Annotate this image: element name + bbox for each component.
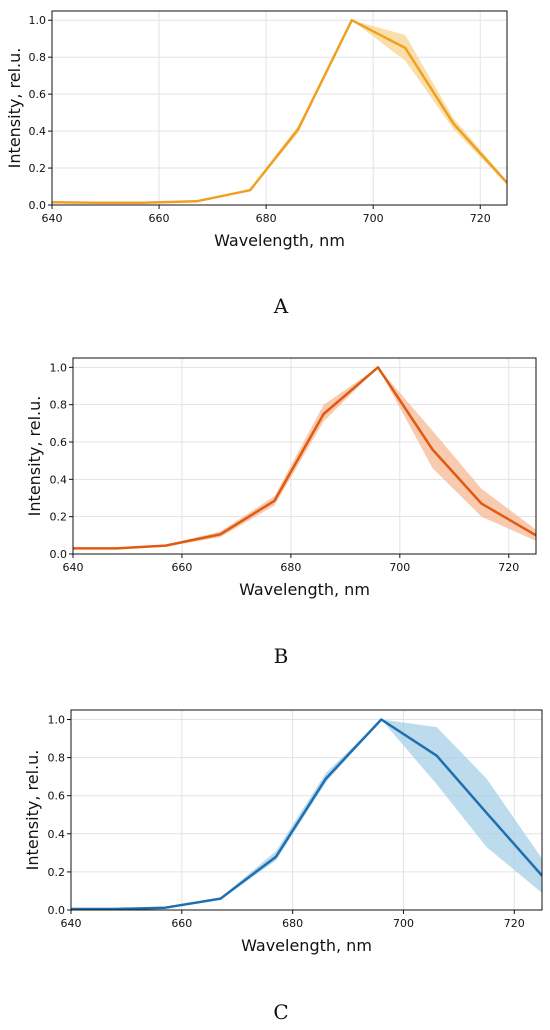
chart-a-y-tick-label-3: 0.6 (29, 88, 47, 101)
chart-b-x-tick-label-0: 640 (63, 561, 84, 574)
chart-b-panel-label: B (274, 644, 289, 668)
chart-c-x-tick-label-0: 640 (61, 917, 82, 930)
chart-b-y-tick-label-4: 0.8 (50, 399, 68, 412)
chart-c-y-axis-title: Intensity, rel.u. (23, 750, 42, 871)
chart-c: 640 660 680 700 720 0.0 0.2 0.4 0.6 0.8 1.0 Wavelen… (23, 709, 543, 1024)
chart-c-y-tick-label-4: 0.8 (48, 752, 66, 765)
chart-a-panel-label: A (273, 294, 289, 318)
chart-a-plot-frame (51, 10, 508, 206)
chart-c-y-tick-label-1: 0.2 (48, 866, 66, 879)
chart-c-x-tick-label-3: 700 (393, 917, 414, 930)
chart-c-panel-label: C (273, 1000, 288, 1024)
chart-a-x-tick-label-4: 720 (470, 212, 491, 225)
chart-a-y-tick-label-5: 1.0 (29, 14, 47, 27)
chart-b-series-0-line (73, 366, 536, 550)
chart-a-y-axis-title: Intensity, rel.u. (5, 48, 24, 169)
chart-b-y-tick-label-0: 0.0 (50, 548, 68, 561)
chart-a-x-tick-label-0: 640 (42, 212, 63, 225)
chart-c-y-tick-label-0: 0.0 (48, 904, 66, 917)
chart-a-y-tick-label-4: 0.8 (29, 51, 47, 64)
chart-b-x-tick-label-4: 720 (498, 561, 519, 574)
chart-b-y-axis-title: Intensity, rel.u. (25, 396, 44, 517)
chart-c-x-axis-title: Wavelength, nm (241, 936, 372, 955)
chart-a-y-tick-label-2: 0.4 (29, 125, 47, 138)
chart-b-x-tick-label-3: 700 (389, 561, 410, 574)
chart-c-y-tick-label-2: 0.4 (48, 828, 66, 841)
chart-a-y-tick-label-0: 0.0 (29, 199, 47, 212)
chart-b-x-tick-label-1: 660 (171, 561, 192, 574)
chart-a-series-0-line (52, 18, 507, 205)
chart-b-plot-frame (72, 357, 537, 555)
chart-a-x-axis-title: Wavelength, nm (214, 231, 345, 250)
chart-b-y-tick-label-1: 0.2 (50, 511, 68, 524)
chart-a-x-tick-label-1: 660 (149, 212, 170, 225)
chart-a-x-tick-label-3: 700 (363, 212, 384, 225)
chart-a-x-tick-label-2: 680 (256, 212, 277, 225)
chart-c-y-tick-label-3: 0.6 (48, 790, 66, 803)
chart-c-x-tick-label-4: 720 (504, 917, 525, 930)
chart-c-x-tick-label-1: 660 (171, 917, 192, 930)
chart-b-series-0-band (73, 367, 536, 550)
chart-a: 640 660 680 700 720 0.0 0.2 0.4 0.6 0.8 1.0 Wavelen… (5, 10, 508, 318)
chart-b-y-tick-label-5: 1.0 (50, 361, 68, 374)
chart-b-x-axis-title: Wavelength, nm (239, 580, 370, 599)
chart-b: 640 660 680 700 720 0.0 0.2 0.4 0.6 0.8 1.0 Wavelen… (25, 357, 537, 668)
chart-c-plot-frame (70, 709, 543, 911)
chart-c-series-0-line (71, 718, 542, 910)
chart-c-x-tick-label-2: 680 (282, 917, 303, 930)
chart-c-y-tick-label-5: 1.0 (48, 714, 66, 727)
chart-b-y-tick-label-3: 0.6 (50, 436, 68, 449)
chart-b-y-tick-label-2: 0.4 (50, 473, 68, 486)
chart-a-series-0-band (52, 20, 507, 204)
chart-c-series-0-band (71, 719, 542, 910)
chart-b-x-tick-label-2: 680 (280, 561, 301, 574)
chart-a-y-tick-label-1: 0.2 (29, 162, 47, 175)
